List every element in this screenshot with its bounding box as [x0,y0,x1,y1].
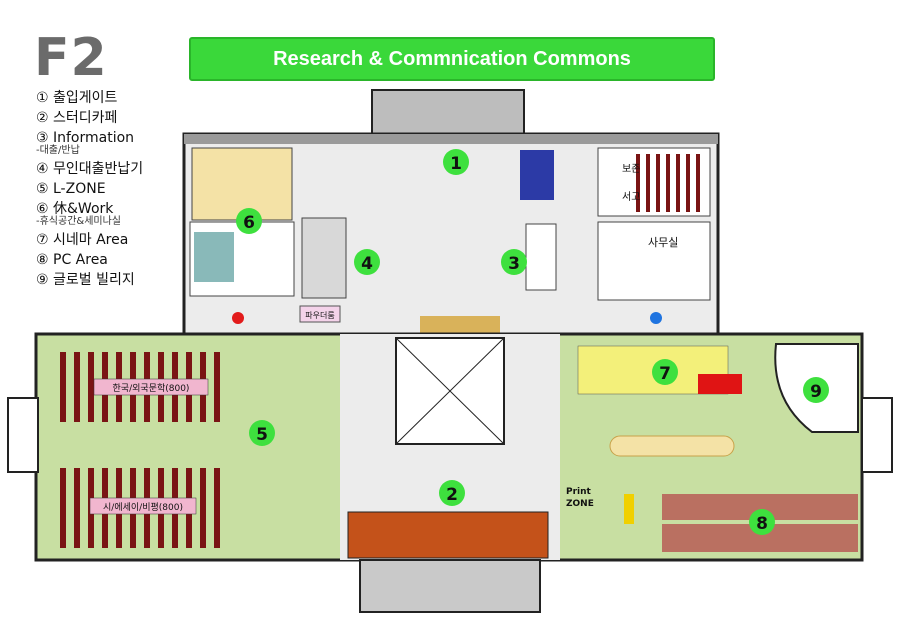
marker-3[interactable] [501,249,527,275]
seminar-tables [194,232,234,282]
powder-room-label: 파우더룸 [305,311,334,320]
office-room [597,221,711,301]
marker-5[interactable] [249,420,275,446]
storage-shelves [636,154,700,212]
stairwell [301,217,347,299]
print-zone-label-1: Print [566,487,592,497]
marker-3-label: 3 [508,254,520,274]
marker-9-label: 9 [810,382,822,402]
shelf-label-korean: 한국/외국문학(800) [113,382,190,394]
legend-item-6-sub: -휴식공간&세미나실 [36,216,122,227]
print-zone-device [624,494,634,524]
marker-1-label: 1 [450,154,462,174]
legend-item-8: ⑧ PC Area [36,252,108,268]
storage-label-2: 서고 [622,191,640,203]
storage-label-1: 보존 [622,163,640,175]
east-stair [861,397,893,473]
print-zone-label-2: ZONE [566,499,594,509]
marker-7-label: 7 [659,364,671,384]
marker-4[interactable] [354,249,380,275]
marker-4-label: 4 [361,254,373,274]
legend-item-3-sub: -대출/반납 [36,145,80,156]
shelf-label-korean-bg [93,378,209,396]
study-cafe-counter [347,511,549,559]
north-entrance-stair [371,89,525,139]
floor-title: F2 [34,28,108,88]
north-wall-band [184,134,718,144]
marker-9[interactable] [803,377,829,403]
storage-room [597,147,711,217]
legend-item-9: ⑨ 글로벌 빌리지 [36,272,135,288]
legend-item-2: ② 스터디카페 [36,110,118,126]
shelf-label-poetry: 시/에세이/비평(800) [103,502,183,513]
zone-markers: 1 2 3 4 5 6 7 8 9 [236,149,829,535]
legend-item-7: ⑦ 시네마 Area [36,232,129,248]
marker-5-label: 5 [256,425,268,445]
marker-2-label: 2 [446,485,458,505]
south-entrance-stair [359,559,541,613]
legend-item-5: ⑤ L-ZONE [36,181,106,197]
powder-room [299,305,341,323]
bench-row [420,316,500,334]
office-label: 사무실 [648,236,678,249]
legend-item-1: ① 출입게이트 [36,90,118,106]
zone-banner: Research & Commnication Commons [189,37,715,81]
shelf-label-poetry-bg [89,497,197,515]
legend-item-3: ③ Information [36,130,135,146]
marker-8[interactable] [749,509,775,535]
lounge-room [191,147,293,221]
info-desk [525,223,557,291]
legend-item-4: ④ 무인대출반납기 [36,161,144,177]
marker-1[interactable] [443,149,469,175]
mens-restroom-icon [650,312,662,324]
west-stair [7,397,39,473]
study-tables [520,150,554,200]
legend-item-6: ⑥ 休&Work [36,201,114,217]
lounge-table [609,435,735,457]
marker-6[interactable] [236,208,262,234]
marker-7[interactable] [652,359,678,385]
marker-2[interactable] [439,480,465,506]
marker-6-label: 6 [243,213,255,233]
womens-restroom-icon [232,312,244,324]
legend: ① 출입게이트 ② 스터디카페 ③ Information -대출/반납 ④ 무… [36,88,143,290]
marker-8-label: 8 [756,514,768,534]
north-wing [182,89,720,338]
